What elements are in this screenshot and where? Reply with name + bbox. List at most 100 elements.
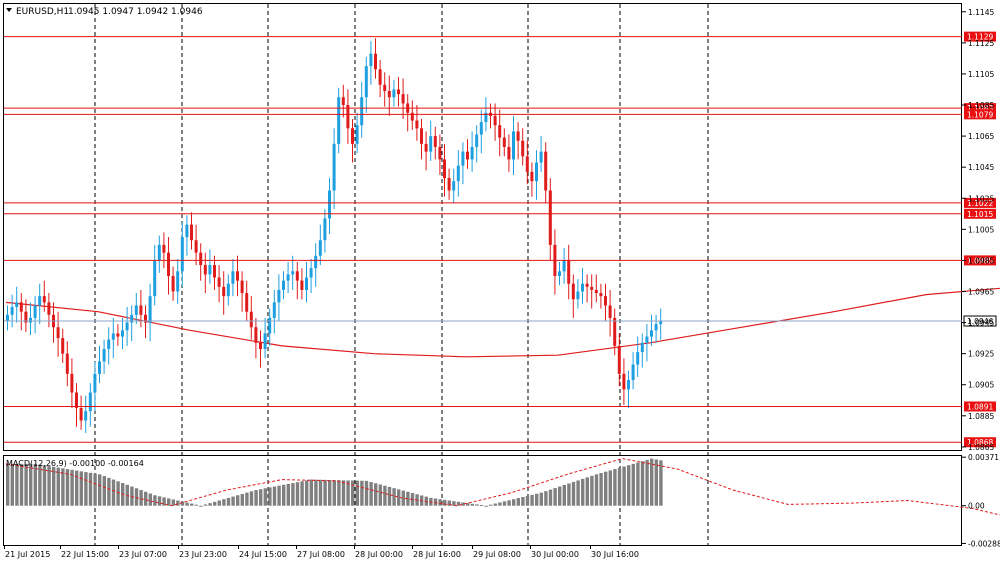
macd-histogram-bar [80,471,83,505]
candle-body [273,302,276,318]
macd-histogram-bar [392,488,395,506]
candle-body [70,374,73,393]
macd-histogram-bar [567,483,570,505]
macd-histogram-bar [586,477,589,505]
macd-histogram-bar [245,493,248,506]
candle-body [498,125,501,137]
candle-body [245,293,248,312]
candle-body [480,122,483,134]
candle-body [438,147,441,159]
candle-body [277,290,280,302]
candle-body [126,323,129,331]
x-tick-label: 23 Jul 07:00 [119,550,167,559]
macd-histogram-bar [130,487,133,506]
macd-histogram-bar [107,478,110,506]
candle-body [572,284,575,300]
macd-label: MACD(12,26,9) -0.00100 -0.00164 [6,459,144,468]
macd-histogram-bar [369,482,372,506]
macd-histogram-bar [319,480,322,506]
macd-histogram-bar [484,506,487,507]
macd-histogram-bar [434,499,437,506]
macd-histogram-bar [443,500,446,506]
macd-histogram-bar [544,491,547,506]
candle-body [609,305,612,317]
candle-body [227,284,230,296]
macd-histogram-bar [379,485,382,506]
macd-histogram-bar [438,499,441,506]
candle-body [254,327,257,343]
candle-body [576,291,579,299]
candle-body [149,296,152,322]
candle-body [558,271,561,276]
y-tick-label: 1.0965 [968,287,994,296]
y-tick-label: 1.1025 [968,194,994,203]
candle-body [103,349,106,361]
macd-histogram-bar [296,482,299,506]
candle-body [6,315,9,321]
macd-histogram-bar [351,481,354,506]
macd-histogram-bar [218,501,221,506]
candle-body [112,333,115,339]
macd-histogram-bar [553,488,556,506]
macd-histogram-bar [84,472,87,506]
candle-body [98,361,101,373]
macd-histogram-bar [503,501,506,505]
macd-histogram-bar [287,484,290,506]
chart-menu-triangle-icon[interactable] [6,8,12,12]
candle-body [530,172,533,181]
candle-body [319,240,322,256]
candle-body [236,271,239,280]
candle-body [544,152,547,191]
candle-body [75,393,78,409]
candle-body [365,66,368,97]
candle-body [452,181,455,190]
macd-histogram-bar [356,481,359,506]
y-tick-label: 1.0925 [968,350,994,359]
y-tick-label: 1.1105 [968,70,994,79]
candle-body [305,278,308,290]
candle-body [374,54,377,70]
level-price-label: 1.0891 [967,402,993,411]
candle-body [618,346,621,374]
candle-body [190,225,193,241]
macd-histogram-bar [365,481,368,506]
macd-histogram-bar [558,487,561,506]
candle-body [360,97,363,125]
candle-body [351,128,354,144]
macd-histogram-bar [618,468,621,506]
macd-histogram-bar [641,461,644,506]
macd-histogram-bar [52,467,55,506]
macd-histogram-bar [139,490,142,506]
candle-body [20,302,23,311]
macd-histogram-bar [222,499,225,506]
level-price-label: 1.1079 [967,110,993,119]
candle-body [636,352,639,364]
macd-histogram-bar [172,499,175,505]
candle-body [264,333,267,349]
candle-body [208,265,211,274]
candle-body [392,89,395,97]
x-tick-label: 30 Jul 00:00 [531,550,579,559]
macd-histogram-bar [282,485,285,506]
candle-body [314,256,317,268]
macd-histogram-bar [305,480,308,505]
candle-body [342,97,345,105]
macd-histogram-bar [15,464,18,506]
ohlc-label: 1.0945 1.0947 1.0942 1.0946 [68,7,203,17]
levels-layer: 1.11291.10831.10791.10221.10151.09851.08… [4,32,996,448]
candle-body [632,365,635,381]
candle-body [158,245,161,261]
macd-y-tick-label: 0.00371 [968,453,999,462]
macd-histogram-bar [29,464,32,506]
macd-histogram-bar [300,481,303,505]
grid-lines [95,4,708,545]
x-tick-label: 30 Jul 16:00 [591,550,639,559]
candle-body [231,271,234,283]
macd-histogram-bar [526,496,529,506]
macd-histogram-bar [20,464,23,506]
macd-histogram-bar [572,482,575,506]
candle-body [420,128,423,144]
candle-body [57,327,60,338]
